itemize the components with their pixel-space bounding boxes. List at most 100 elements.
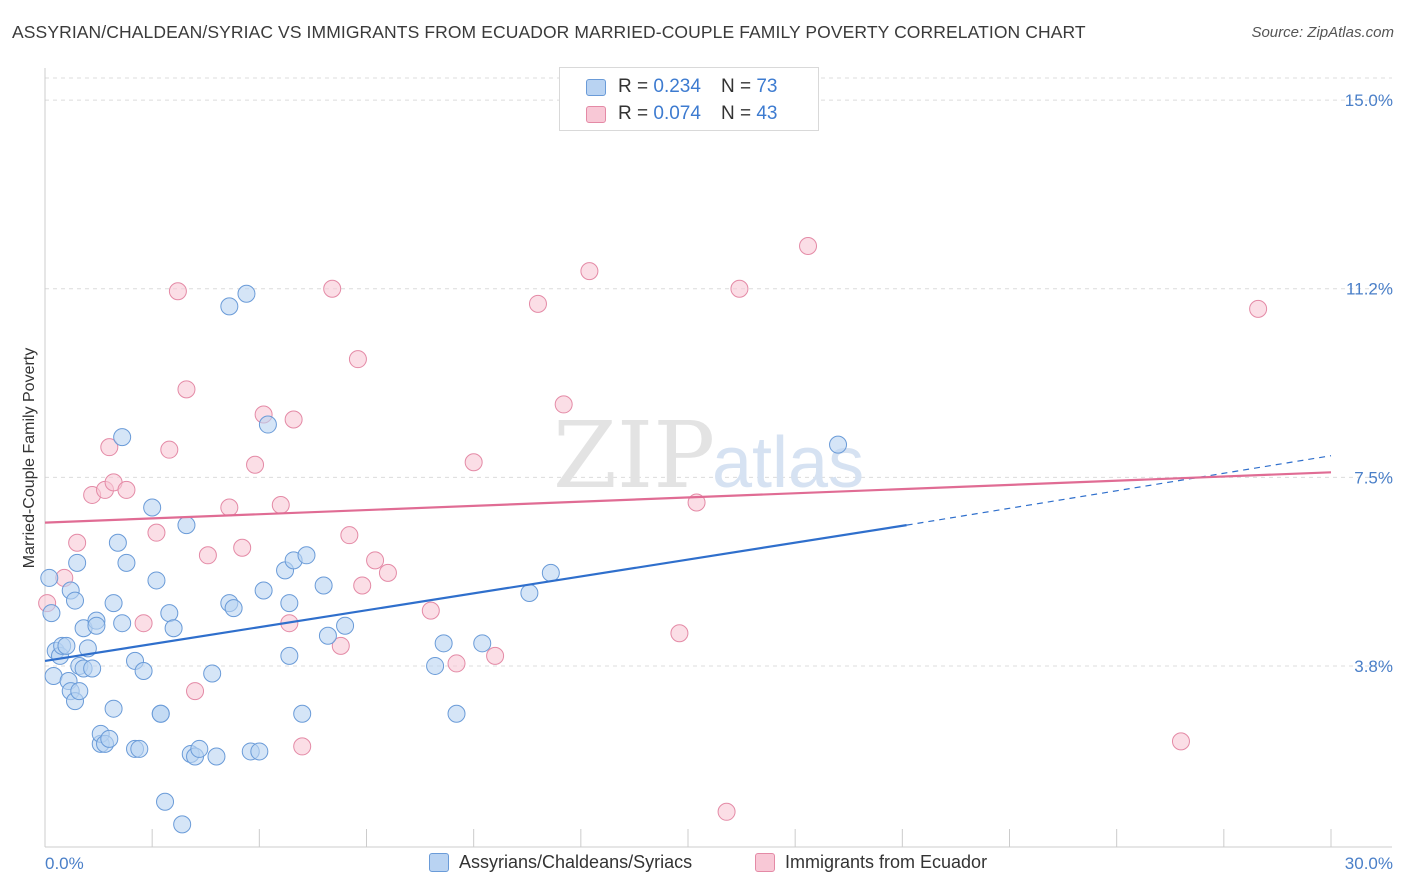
legend-swatch-pink [586, 105, 606, 123]
legend-item-assyrians: Assyrians/Chaldeans/Syriacs [429, 852, 692, 873]
point-assyrian [314, 576, 333, 595]
point-ecuador [100, 438, 119, 457]
point-assyrian [177, 516, 196, 535]
point-assyrian [83, 659, 102, 678]
series-legend: Assyrians/Chaldeans/Syriacs Immigrants f… [0, 852, 1406, 878]
point-ecuador [323, 279, 342, 298]
legend-n-label: N = [720, 103, 752, 124]
legend-r-value: 0.234 [653, 76, 701, 97]
point-ecuador [1171, 732, 1190, 751]
source-label: Source: ZipAtlas.com [1251, 24, 1394, 41]
point-assyrian [224, 599, 243, 618]
chart-title: ASSYRIAN/CHALDEAN/SYRIAC VS IMMIGRANTS F… [12, 22, 1086, 42]
point-assyrian [336, 616, 355, 635]
point-assyrian [44, 667, 63, 686]
point-assyrian [473, 634, 492, 653]
trend-line-assyrians-extension [906, 455, 1332, 526]
point-assyrian [113, 614, 132, 633]
grid-lines [45, 77, 1392, 667]
legend-label-assyrians: Assyrians/Chaldeans/Syriacs [459, 852, 693, 872]
legend-item-ecuador: Immigrants from Ecuador [755, 852, 987, 873]
point-assyrian [134, 661, 153, 680]
axes [44, 68, 1392, 848]
point-ecuador [271, 496, 290, 515]
legend-n-value: 73 [756, 76, 778, 97]
point-ecuador [1249, 299, 1268, 318]
point-ecuador [348, 350, 367, 369]
point-ecuador [68, 533, 87, 552]
point-ecuador [331, 636, 350, 655]
point-assyrian [237, 284, 256, 303]
point-ecuador [378, 563, 397, 582]
point-ecuador [198, 546, 217, 565]
point-ecuador [353, 576, 372, 595]
point-assyrian [104, 699, 123, 718]
watermark-zip: ZIP [553, 402, 715, 509]
point-assyrian [220, 297, 239, 316]
legend-row-blue: R = 0.234 N = 73 [586, 74, 777, 100]
point-ecuador [246, 455, 265, 474]
x-tick-label-max: 30.0% [1345, 854, 1393, 873]
point-ecuador [486, 646, 505, 665]
point-assyrian [254, 581, 273, 600]
point-assyrian [113, 428, 132, 447]
point-assyrian [426, 656, 445, 675]
legend-r-label: R = [618, 76, 649, 97]
point-assyrian [207, 747, 226, 766]
point-ecuador [447, 654, 466, 673]
legend-swatch-assyrians [429, 853, 449, 872]
point-ecuador [421, 601, 440, 620]
y-tick-label: 15.0% [1345, 91, 1393, 110]
point-ecuador [366, 551, 385, 570]
series-assyrians [40, 284, 848, 834]
point-ecuador [168, 282, 187, 301]
point-assyrian [147, 571, 166, 590]
point-ecuador [160, 440, 179, 459]
point-assyrian [66, 591, 85, 610]
legend-label-ecuador: Immigrants from Ecuador [785, 852, 988, 872]
legend-row-pink: R = 0.074 N = 43 [586, 101, 777, 127]
point-ecuador [220, 498, 239, 517]
trend-line-assyrians [44, 524, 907, 663]
point-assyrian [68, 553, 87, 572]
point-assyrian [318, 626, 337, 645]
point-ecuador [293, 737, 312, 756]
point-assyrian [42, 604, 61, 623]
point-ecuador [464, 453, 483, 472]
point-assyrian [130, 739, 149, 758]
point-ecuador [147, 523, 166, 542]
point-assyrian [143, 498, 162, 517]
trend-lines [44, 455, 1332, 663]
point-assyrian [447, 704, 466, 723]
trend-line-ecuador [44, 471, 1332, 524]
point-assyrian [40, 568, 59, 587]
point-assyrian [297, 546, 316, 565]
y-axis-label: Married-Couple Family Poverty [21, 348, 38, 569]
point-assyrian [434, 634, 453, 653]
point-ecuador [233, 538, 252, 557]
point-ecuador [186, 682, 205, 701]
point-assyrian [160, 604, 179, 623]
series-immigrants-from-ecuador [38, 236, 1268, 821]
point-assyrian [108, 533, 127, 552]
point-ecuador [528, 294, 547, 313]
point-assyrian [57, 636, 76, 655]
point-assyrian [190, 739, 209, 758]
point-ecuador [177, 380, 196, 399]
point-assyrian [293, 704, 312, 723]
point-ecuador [799, 236, 818, 255]
point-ecuador [340, 526, 359, 545]
point-assyrian [164, 619, 183, 638]
point-assyrian [151, 704, 170, 723]
legend-swatch-blue [586, 78, 606, 96]
point-ecuador [670, 624, 689, 643]
y-tick-labels: 15.0% 11.2% 7.5% 3.8% [1345, 91, 1393, 676]
point-assyrian [829, 435, 848, 454]
point-assyrian [250, 742, 269, 761]
point-assyrian [258, 415, 277, 434]
point-ecuador [117, 480, 136, 499]
point-ecuador [730, 279, 749, 298]
point-assyrian [87, 616, 106, 635]
point-assyrian [541, 563, 560, 582]
